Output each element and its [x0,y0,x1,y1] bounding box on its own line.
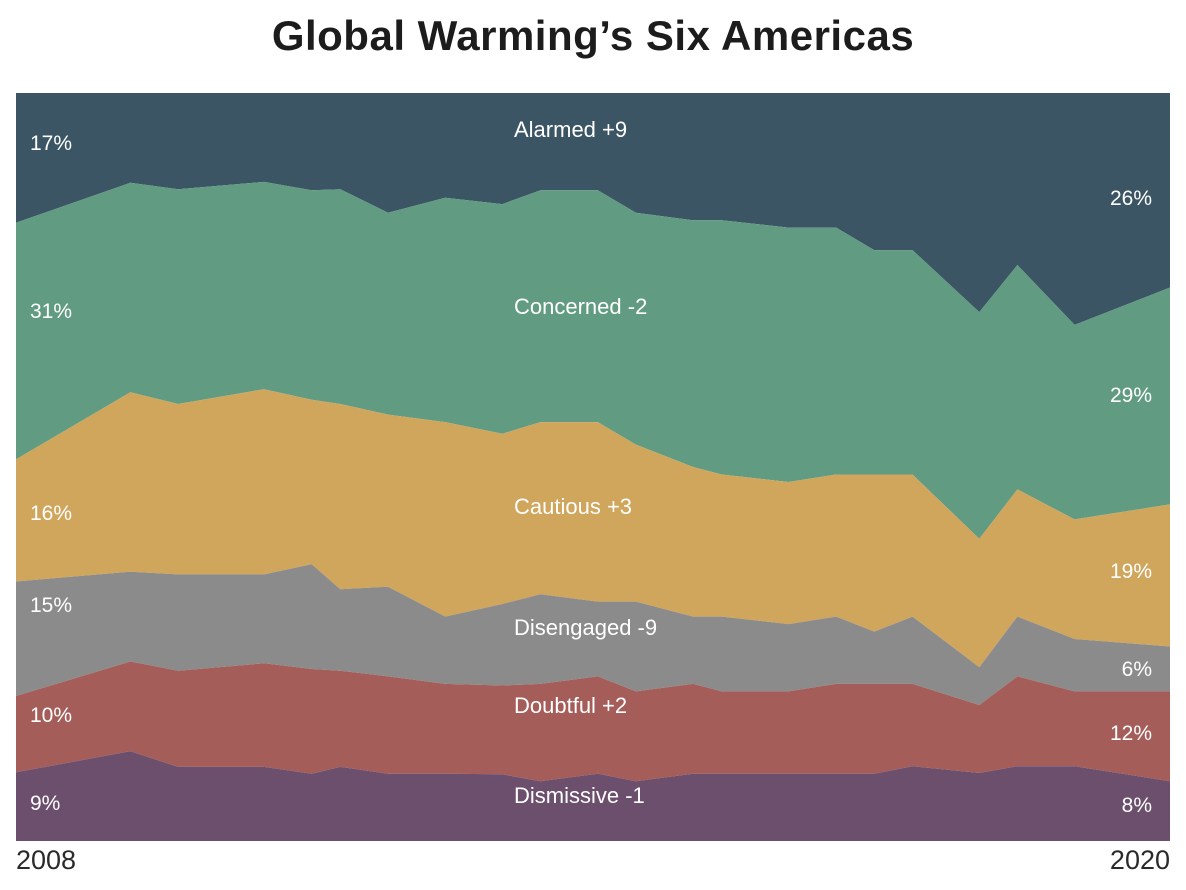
band-alarmed [16,93,1170,325]
start-value-alarmed: 17% [30,132,73,155]
end-value-alarmed: 26% [1109,187,1152,210]
band-label-dismissive: Dismissive -1 [514,783,645,808]
start-value-concerned: 31% [30,300,73,323]
band-cautious [16,389,1170,668]
band-label-concerned: Concerned -2 [514,294,648,319]
stacked-area-svg [16,93,1170,841]
end-value-cautious: 19% [1109,560,1152,583]
band-label-alarmed: Alarmed +9 [514,117,628,142]
end-value-doubtful: 12% [1109,722,1152,745]
band-label-doubtful: Doubtful +2 [514,693,628,718]
band-label-cautious: Cautious +3 [514,494,633,519]
start-value-dismissive: 9% [30,792,61,815]
band-doubtful [16,661,1170,782]
end-value-dismissive: 8% [1121,794,1152,817]
start-value-cautious: 16% [30,502,73,525]
end-value-disengaged: 6% [1121,658,1152,681]
band-label-disengaged: Disengaged -9 [514,615,658,640]
band-concerned [16,181,1170,539]
chart-title: Global Warming’s Six Americas [271,12,915,59]
band-dismissive [16,751,1170,841]
band-disengaged [16,564,1170,705]
x-axis-label-2020: 2020 [1109,845,1170,875]
x-axis-label-2008: 2008 [16,845,77,875]
start-value-disengaged: 15% [30,594,73,617]
start-value-doubtful: 10% [30,704,73,727]
stacked-area-chart: Alarmed +9 Concerned -2 Cautious +3 Dise… [16,93,1170,841]
end-value-concerned: 29% [1109,384,1152,407]
